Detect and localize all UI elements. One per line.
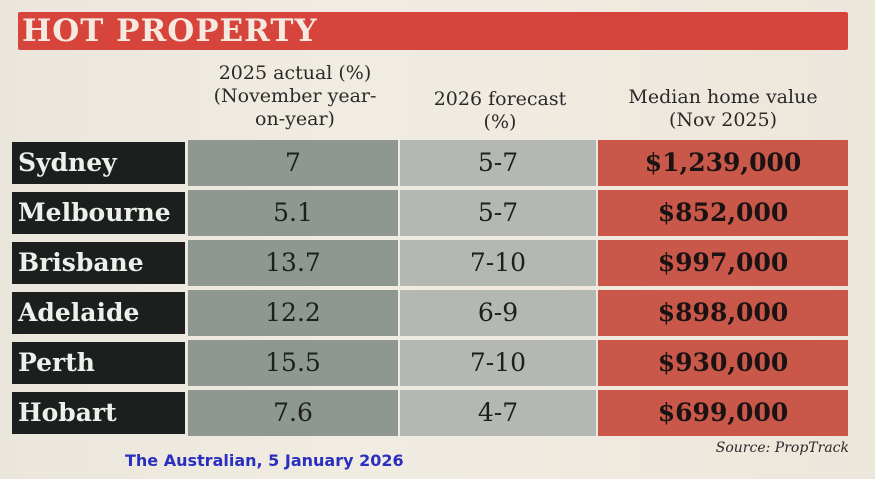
- forecast-2026-cell: 7-10: [400, 340, 596, 386]
- forecast-2026-cell: 5-7: [400, 190, 596, 236]
- forecast-2026-cell: 7-10: [400, 240, 596, 286]
- city-label: Sydney: [12, 142, 185, 184]
- median-value-cell: $930,000: [598, 340, 848, 386]
- city-label: Melbourne: [12, 192, 185, 234]
- city-label: Hobart: [12, 392, 185, 434]
- actual-2025-cell: 15.5: [188, 340, 398, 386]
- median-value-cell: $699,000: [598, 390, 848, 436]
- actual-2025-cell: 5.1: [188, 190, 398, 236]
- table-header: 2025 actual (%) (November year- on-year)…: [0, 58, 830, 140]
- forecast-2026-cell: 5-7: [400, 140, 596, 186]
- header-actual-2025: 2025 actual (%) (November year- on-year): [213, 62, 377, 130]
- property-table: Sydney 7 5-7 $1,239,000 Melbourne 5.1 5-…: [12, 140, 848, 440]
- table-row: Hobart 7.6 4-7 $699,000: [12, 390, 848, 436]
- header-median-value: Median home value (Nov 2025): [628, 86, 818, 131]
- table-row: Perth 15.5 7-10 $930,000: [12, 340, 848, 386]
- table-row: Sydney 7 5-7 $1,239,000: [12, 140, 848, 186]
- table-row: Adelaide 12.2 6-9 $898,000: [12, 290, 848, 336]
- publication-caption: The Australian, 5 January 2026: [125, 451, 404, 470]
- actual-2025-cell: 7: [188, 140, 398, 186]
- median-value-cell: $1,239,000: [598, 140, 848, 186]
- header-forecast-2026: 2026 forecast (%): [433, 88, 567, 133]
- actual-2025-cell: 13.7: [188, 240, 398, 286]
- actual-2025-cell: 12.2: [188, 290, 398, 336]
- source-credit: Source: PropTrack: [715, 440, 849, 456]
- table-row: Brisbane 13.7 7-10 $997,000: [12, 240, 848, 286]
- median-value-cell: $852,000: [598, 190, 848, 236]
- city-label: Adelaide: [12, 292, 185, 334]
- forecast-2026-cell: 4-7: [400, 390, 596, 436]
- table-title: HOT PROPERTY: [22, 13, 318, 49]
- city-label: Perth: [12, 342, 185, 384]
- forecast-2026-cell: 6-9: [400, 290, 596, 336]
- title-banner: [18, 12, 848, 50]
- median-value-cell: $898,000: [598, 290, 848, 336]
- median-value-cell: $997,000: [598, 240, 848, 286]
- table-row: Melbourne 5.1 5-7 $852,000: [12, 190, 848, 236]
- city-label: Brisbane: [12, 242, 185, 284]
- actual-2025-cell: 7.6: [188, 390, 398, 436]
